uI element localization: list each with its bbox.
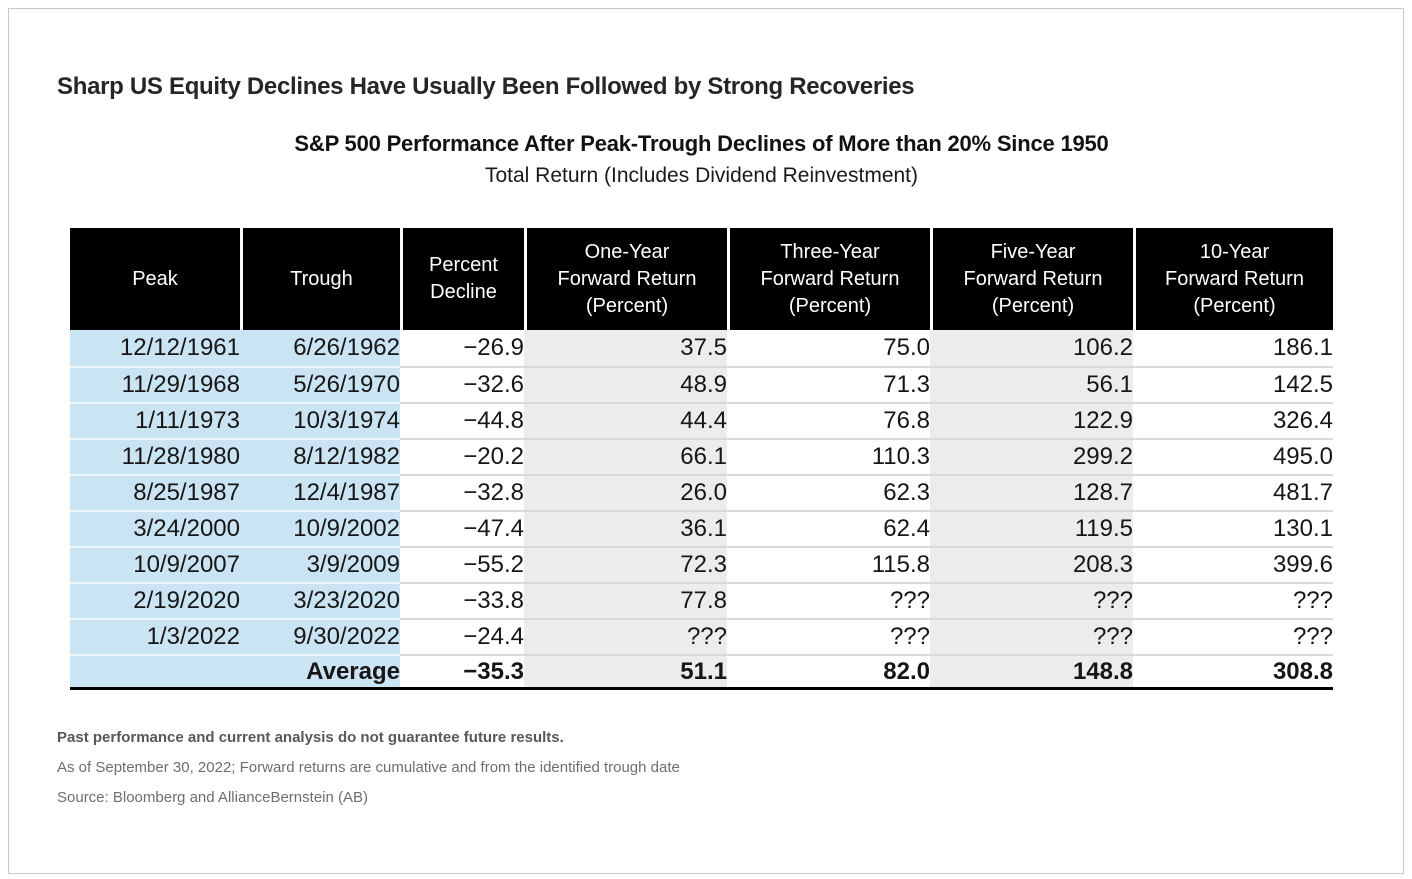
average-five-year-return: 148.8 bbox=[930, 654, 1133, 690]
table-cell: 399.6 bbox=[1133, 546, 1333, 582]
table-cell: −47.4 bbox=[400, 510, 524, 546]
table-cell: 481.7 bbox=[1133, 474, 1333, 510]
table-row: 8/25/1987 12/4/1987 −32.8 26.0 62.3 128.7 481.… bbox=[70, 474, 1333, 510]
table-cell: 495.0 bbox=[1133, 438, 1333, 474]
table-row: 11/28/1980 8/12/1982 −20.2 66.1 110.3 299.2 49… bbox=[70, 438, 1333, 474]
table-cell: 122.9 bbox=[930, 402, 1133, 438]
table-cell: 44.4 bbox=[524, 402, 727, 438]
table-cell: 37.5 bbox=[524, 330, 727, 366]
table-body: 12/12/1961 6/26/1962 −26.9 37.5 75.0 106.2 186… bbox=[70, 330, 1333, 654]
table-cell: 1/3/2022 bbox=[70, 618, 240, 654]
table-cell: −20.2 bbox=[400, 438, 524, 474]
table-cell: −26.9 bbox=[400, 330, 524, 366]
table-cell: −33.8 bbox=[400, 582, 524, 618]
table-cell: ??? bbox=[727, 618, 930, 654]
table-cell: 62.4 bbox=[727, 510, 930, 546]
page-title: Sharp US Equity Declines Have Usually Be… bbox=[57, 73, 915, 101]
table-cell: −32.8 bbox=[400, 474, 524, 510]
table-cell: 130.1 bbox=[1133, 510, 1333, 546]
table-cell: 11/29/1968 bbox=[70, 366, 240, 402]
table-cell: 6/26/1962 bbox=[240, 330, 400, 366]
table-cell: 10/9/2007 bbox=[70, 546, 240, 582]
source-note: Source: Bloomberg and AllianceBernstein … bbox=[57, 789, 369, 806]
table-header-row: Peak Trough Percent Decline One-Year Forward … bbox=[70, 228, 1333, 330]
returns-table-container: Peak Trough Percent Decline One-Year Forward … bbox=[70, 228, 1333, 690]
table-row: 11/29/1968 5/26/1970 −32.6 48.9 71.3 56.1 142.… bbox=[70, 366, 1333, 402]
column-header: Three-Year Forward Return (Percent) bbox=[727, 228, 930, 330]
table-row: 2/19/2020 3/23/2020 −33.8 77.8????????? bbox=[70, 582, 1333, 618]
table-cell: 26.0 bbox=[524, 474, 727, 510]
average-row: Average −35.3 51.1 82.0 148.8 308.8 bbox=[70, 654, 1333, 690]
table-cell: 66.1 bbox=[524, 438, 727, 474]
table-row: 1/3/2022 9/30/2022 −24.4???????????? bbox=[70, 618, 1333, 654]
average-one-year-return: 51.1 bbox=[524, 654, 727, 690]
table-cell: 3/23/2020 bbox=[240, 582, 400, 618]
as-of-note: As of September 30, 2022; Forward return… bbox=[57, 759, 680, 776]
table-cell: 10/9/2002 bbox=[240, 510, 400, 546]
column-header: Percent Decline bbox=[400, 228, 524, 330]
average-three-year-return: 82.0 bbox=[727, 654, 930, 690]
average-percent-decline: −35.3 bbox=[400, 654, 524, 690]
table-cell: 2/19/2020 bbox=[70, 582, 240, 618]
table-cell: 48.9 bbox=[524, 366, 727, 402]
table-cell: 115.8 bbox=[727, 546, 930, 582]
table-cell: ??? bbox=[930, 618, 1133, 654]
column-header: Trough bbox=[240, 228, 400, 330]
table-cell: ??? bbox=[1133, 582, 1333, 618]
table-cell: 11/28/1980 bbox=[70, 438, 240, 474]
table-cell: 8/25/1987 bbox=[70, 474, 240, 510]
table-cell: ??? bbox=[524, 618, 727, 654]
exhibit-header: S&P 500 Performance After Peak-Trough De… bbox=[70, 131, 1333, 188]
table-cell: 76.8 bbox=[727, 402, 930, 438]
table-cell: 72.3 bbox=[524, 546, 727, 582]
column-header: 10-Year Forward Return (Percent) bbox=[1133, 228, 1333, 330]
table-cell: 36.1 bbox=[524, 510, 727, 546]
table-cell: 56.1 bbox=[930, 366, 1133, 402]
column-header: Five-Year Forward Return (Percent) bbox=[930, 228, 1133, 330]
table-cell: 1/11/1973 bbox=[70, 402, 240, 438]
footnotes: Past performance and current analysis do… bbox=[57, 729, 680, 819]
table-cell: 71.3 bbox=[727, 366, 930, 402]
table-cell: −44.8 bbox=[400, 402, 524, 438]
table-cell: ??? bbox=[727, 582, 930, 618]
table-row: 1/11/1973 10/3/1974 −44.8 44.4 76.8 122.9 326.… bbox=[70, 402, 1333, 438]
table-cell: 75.0 bbox=[727, 330, 930, 366]
table-row: 3/24/2000 10/9/2002 −47.4 36.1 62.4 119.5 130.… bbox=[70, 510, 1333, 546]
table-cell: 8/12/1982 bbox=[240, 438, 400, 474]
column-header: Peak bbox=[70, 228, 240, 330]
table-row: 10/9/2007 3/9/2009 −55.2 72.3 115.8 208.3 399.… bbox=[70, 546, 1333, 582]
table-cell: 12/12/1961 bbox=[70, 330, 240, 366]
table-cell: ??? bbox=[1133, 618, 1333, 654]
table-cell: 3/24/2000 bbox=[70, 510, 240, 546]
average-ten-year-return: 308.8 bbox=[1133, 654, 1333, 690]
table-cell: −24.4 bbox=[400, 618, 524, 654]
table-cell: 9/30/2022 bbox=[240, 618, 400, 654]
table-cell: 110.3 bbox=[727, 438, 930, 474]
table-cell: 119.5 bbox=[930, 510, 1133, 546]
table-cell: 10/3/1974 bbox=[240, 402, 400, 438]
table-cell: 62.3 bbox=[727, 474, 930, 510]
table-cell: −32.6 bbox=[400, 366, 524, 402]
table-cell: 208.3 bbox=[930, 546, 1133, 582]
column-header: One-Year Forward Return (Percent) bbox=[524, 228, 727, 330]
table-cell: 186.1 bbox=[1133, 330, 1333, 366]
disclaimer-note: Past performance and current analysis do… bbox=[57, 729, 564, 746]
table-cell: 5/26/1970 bbox=[240, 366, 400, 402]
table-row: 12/12/1961 6/26/1962 −26.9 37.5 75.0 106.2 186… bbox=[70, 330, 1333, 366]
table-cell: ??? bbox=[930, 582, 1133, 618]
table-cell: −55.2 bbox=[400, 546, 524, 582]
table-cell: 299.2 bbox=[930, 438, 1133, 474]
table-cell: 3/9/2009 bbox=[240, 546, 400, 582]
table-cell: 77.8 bbox=[524, 582, 727, 618]
table-cell: 128.7 bbox=[930, 474, 1133, 510]
table-cell: 142.5 bbox=[1133, 366, 1333, 402]
returns-table: Peak Trough Percent Decline One-Year Forward … bbox=[70, 228, 1333, 690]
exhibit-title: S&P 500 Performance After Peak-Trough De… bbox=[294, 131, 1109, 156]
exhibit-subtitle: Total Return (Includes Dividend Reinvest… bbox=[484, 164, 919, 187]
table-cell: 12/4/1987 bbox=[240, 474, 400, 510]
table-cell: 326.4 bbox=[1133, 402, 1333, 438]
average-label: Average bbox=[70, 654, 400, 690]
table-cell: 106.2 bbox=[930, 330, 1133, 366]
